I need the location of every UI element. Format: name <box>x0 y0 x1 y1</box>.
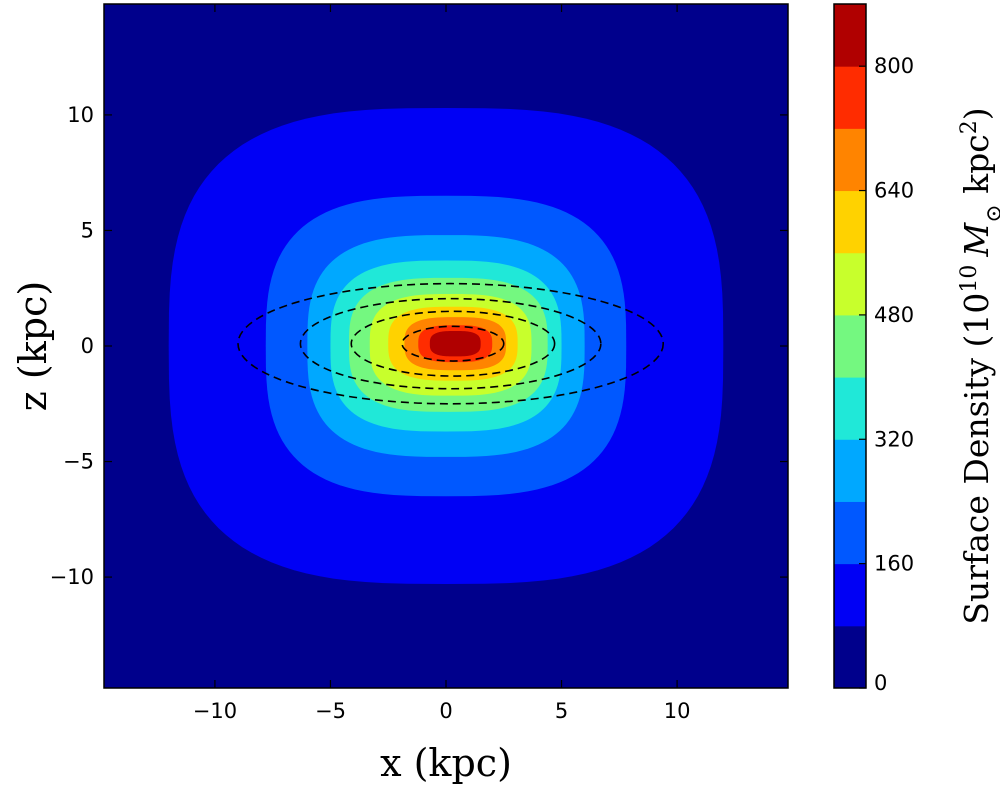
x-axis-label: x (kpc) <box>380 741 512 785</box>
colorbar-label-msun: M <box>957 222 996 258</box>
x-tick-label: −10 <box>193 699 237 723</box>
x-tick-label: 5 <box>555 699 568 723</box>
colorbar-segment <box>834 253 866 316</box>
plot-contours <box>104 4 788 688</box>
colorbar-tick-label: 160 <box>874 552 914 576</box>
colorbar-tick-label: 640 <box>874 179 914 203</box>
x-tick-label: 10 <box>664 699 691 723</box>
colorbar-label-unit: kpc <box>957 134 996 204</box>
colorbar-label-suffix: ) <box>957 107 996 120</box>
colorbar-segment <box>834 128 866 191</box>
y-tick-label: 0 <box>81 334 94 358</box>
colorbar-label-sun-symbol: ⊙ <box>982 204 1000 222</box>
colorbar-segment <box>834 315 866 378</box>
colorbar-tick-label: 800 <box>874 54 914 78</box>
colorbar-segment <box>834 564 866 627</box>
y-axis-label: z (kpc) <box>11 281 55 411</box>
y-tick-label: −10 <box>50 565 94 589</box>
colorbar-segment <box>834 439 866 502</box>
x-tick-label: 0 <box>439 699 452 723</box>
colorbar-label-exp: 10 <box>957 265 982 293</box>
colorbar-segment <box>834 501 866 564</box>
colorbar-segment <box>834 191 866 254</box>
colorbar-tick-label: 0 <box>874 671 887 695</box>
colorbar-label-prefix: Surface Density (10 <box>957 293 996 625</box>
colorbar-segment <box>834 626 866 689</box>
x-tick-label: −5 <box>315 699 346 723</box>
y-tick-label: −5 <box>63 450 94 474</box>
plot-area <box>104 4 788 688</box>
colorbar-tick-label: 320 <box>874 427 914 451</box>
colorbar-tick-label: 480 <box>874 303 914 327</box>
colorbar-label: Surface Density (1010 M⊙ kpc2) <box>957 107 1000 624</box>
colorbar: 0 160 320 480 640 800 <box>834 4 914 695</box>
contour-fill-level-10 <box>430 331 481 356</box>
colorbar-segment <box>834 377 866 440</box>
colorbar-segment <box>834 66 866 129</box>
colorbar-label-unit-exp: 2 <box>957 120 982 134</box>
y-tick-label: 5 <box>81 218 94 242</box>
colorbar-segment <box>834 4 866 67</box>
y-tick-label: 10 <box>67 103 94 127</box>
